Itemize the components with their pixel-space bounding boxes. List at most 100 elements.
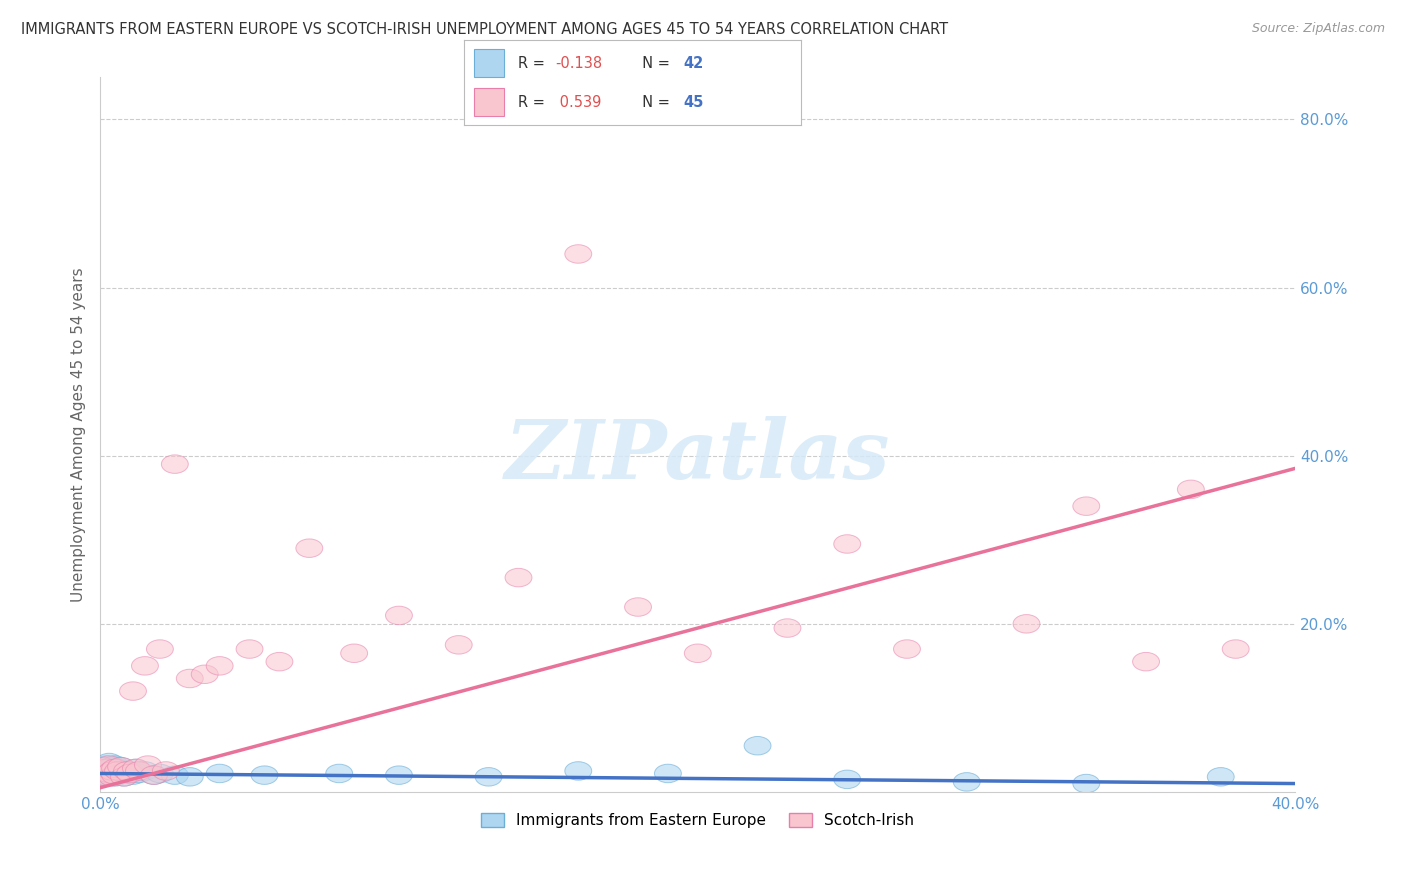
Ellipse shape (505, 568, 531, 587)
Text: -0.138: -0.138 (555, 55, 602, 70)
Ellipse shape (122, 759, 149, 778)
Ellipse shape (96, 766, 122, 784)
Ellipse shape (295, 539, 323, 558)
Text: N =: N = (633, 95, 675, 110)
Ellipse shape (132, 762, 159, 780)
Ellipse shape (93, 759, 120, 778)
Y-axis label: Unemployment Among Ages 45 to 54 years: Unemployment Among Ages 45 to 54 years (72, 268, 86, 602)
Ellipse shape (125, 762, 152, 780)
Ellipse shape (565, 244, 592, 263)
Ellipse shape (114, 762, 141, 780)
Ellipse shape (114, 764, 141, 782)
Ellipse shape (475, 768, 502, 786)
Ellipse shape (141, 766, 167, 784)
Ellipse shape (773, 619, 801, 637)
Bar (474, 49, 505, 78)
Ellipse shape (93, 768, 120, 786)
Text: IMMIGRANTS FROM EASTERN EUROPE VS SCOTCH-IRISH UNEMPLOYMENT AMONG AGES 45 TO 54 : IMMIGRANTS FROM EASTERN EUROPE VS SCOTCH… (21, 22, 948, 37)
Ellipse shape (98, 757, 125, 776)
Ellipse shape (207, 657, 233, 675)
Ellipse shape (953, 772, 980, 791)
Ellipse shape (104, 759, 132, 778)
Ellipse shape (101, 766, 128, 784)
Ellipse shape (162, 766, 188, 784)
Ellipse shape (135, 756, 162, 774)
Ellipse shape (132, 657, 159, 675)
Ellipse shape (98, 764, 125, 782)
Ellipse shape (191, 665, 218, 683)
Ellipse shape (1073, 774, 1099, 793)
Ellipse shape (385, 607, 412, 624)
Ellipse shape (111, 762, 138, 780)
Ellipse shape (98, 762, 125, 780)
Ellipse shape (90, 766, 117, 784)
Ellipse shape (120, 766, 146, 784)
Ellipse shape (96, 756, 122, 774)
Ellipse shape (340, 644, 367, 663)
Ellipse shape (1073, 497, 1099, 516)
Ellipse shape (266, 652, 292, 671)
Ellipse shape (108, 764, 135, 782)
Ellipse shape (385, 766, 412, 784)
Ellipse shape (120, 681, 146, 700)
Ellipse shape (122, 759, 149, 778)
Ellipse shape (1014, 615, 1040, 633)
Ellipse shape (104, 766, 132, 784)
Text: 42: 42 (683, 55, 703, 70)
Ellipse shape (101, 759, 128, 778)
Ellipse shape (654, 764, 682, 782)
Ellipse shape (90, 766, 117, 784)
Ellipse shape (96, 764, 122, 782)
Text: R =: R = (517, 55, 550, 70)
Ellipse shape (104, 762, 132, 780)
Ellipse shape (624, 598, 651, 616)
Ellipse shape (96, 753, 122, 772)
Ellipse shape (108, 757, 135, 776)
Bar (474, 87, 505, 116)
Ellipse shape (111, 768, 138, 786)
Text: R =: R = (517, 95, 550, 110)
Ellipse shape (117, 764, 143, 782)
Ellipse shape (90, 757, 117, 776)
Ellipse shape (176, 669, 204, 688)
Ellipse shape (1222, 640, 1249, 658)
Ellipse shape (101, 762, 128, 780)
Ellipse shape (146, 764, 173, 782)
Ellipse shape (98, 768, 125, 786)
Ellipse shape (93, 756, 120, 774)
Ellipse shape (207, 764, 233, 782)
Ellipse shape (125, 764, 152, 782)
Ellipse shape (834, 770, 860, 789)
Text: Source: ZipAtlas.com: Source: ZipAtlas.com (1251, 22, 1385, 36)
Ellipse shape (1133, 652, 1160, 671)
Ellipse shape (117, 762, 143, 780)
Legend: Immigrants from Eastern Europe, Scotch-Irish: Immigrants from Eastern Europe, Scotch-I… (475, 807, 921, 834)
Ellipse shape (252, 766, 278, 784)
Ellipse shape (152, 762, 180, 780)
Ellipse shape (146, 640, 173, 658)
Ellipse shape (96, 759, 122, 778)
Ellipse shape (565, 762, 592, 780)
Ellipse shape (1208, 768, 1234, 786)
Ellipse shape (101, 768, 128, 786)
Ellipse shape (90, 757, 117, 776)
Ellipse shape (108, 757, 135, 776)
Ellipse shape (834, 534, 860, 553)
Ellipse shape (744, 737, 770, 755)
Ellipse shape (894, 640, 921, 658)
Ellipse shape (236, 640, 263, 658)
Ellipse shape (141, 766, 167, 784)
Text: 45: 45 (683, 95, 703, 110)
Ellipse shape (93, 768, 120, 786)
Ellipse shape (685, 644, 711, 663)
Ellipse shape (326, 764, 353, 782)
Text: N =: N = (633, 55, 675, 70)
Ellipse shape (162, 455, 188, 474)
Text: ZIPatlas: ZIPatlas (505, 417, 890, 496)
Ellipse shape (101, 756, 128, 774)
Ellipse shape (93, 762, 120, 780)
Ellipse shape (446, 636, 472, 654)
Text: 0.539: 0.539 (555, 95, 602, 110)
Ellipse shape (111, 768, 138, 786)
Ellipse shape (90, 762, 117, 780)
